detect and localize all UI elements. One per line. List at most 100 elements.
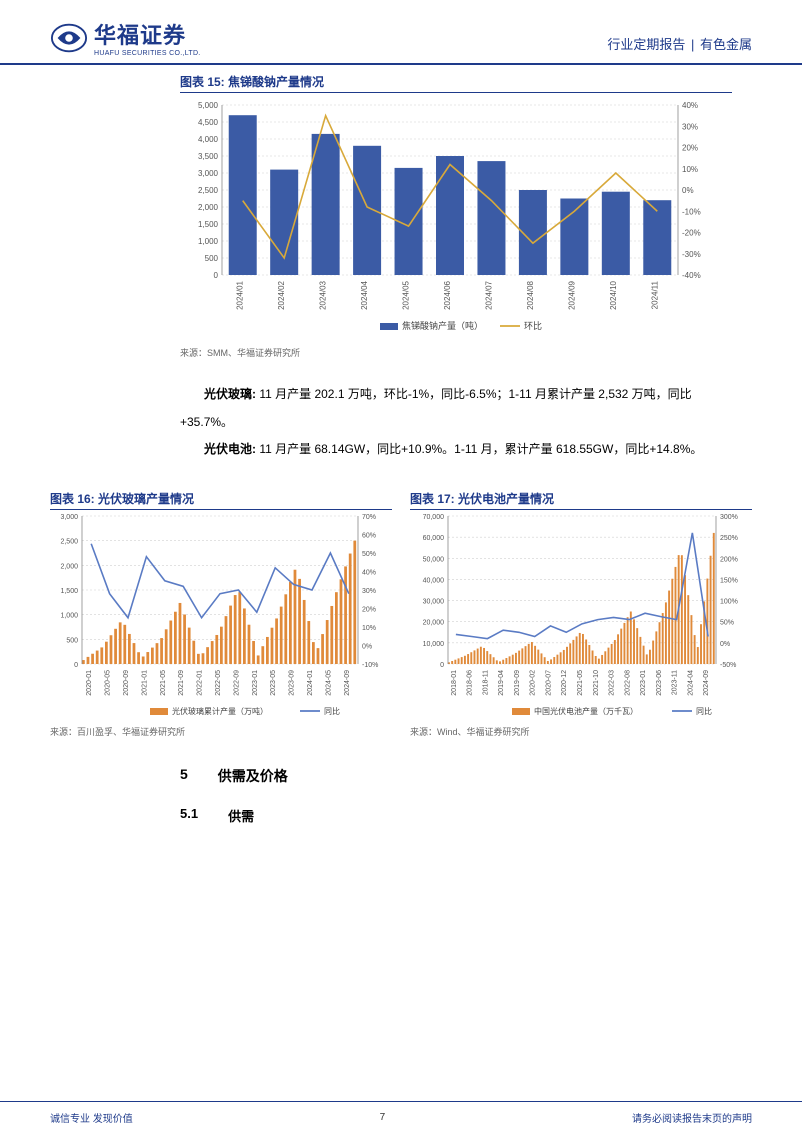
svg-text:中国光伏电池产量（万千瓦）: 中国光伏电池产量（万千瓦）: [534, 706, 638, 716]
paragraph-pv-glass: 光伏玻璃: 11 月产量 202.1 万吨，环比-1%，同比-6.5%；1-11…: [180, 381, 732, 436]
svg-text:2024/02: 2024/02: [277, 280, 286, 309]
svg-text:同比: 同比: [324, 706, 340, 716]
section-5-1-heading: 5.1 供需: [180, 806, 752, 825]
chart-15-svg: 05001,0001,5002,0002,5003,0003,5004,0004…: [180, 97, 720, 337]
svg-text:100%: 100%: [720, 598, 738, 605]
svg-text:40%: 40%: [682, 101, 698, 110]
brand-logo: 华福证券 HUAFU SECURITIES CO.,LTD.: [50, 18, 201, 57]
svg-text:2020-12: 2020-12: [561, 670, 568, 696]
svg-text:250%: 250%: [720, 535, 738, 542]
svg-text:2022-09: 2022-09: [233, 670, 240, 696]
svg-text:1,500: 1,500: [60, 588, 78, 595]
svg-text:2024/10: 2024/10: [609, 280, 618, 309]
svg-text:20%: 20%: [682, 144, 698, 153]
chart-17-svg: 010,00020,00030,00040,00050,00060,00070,…: [410, 510, 750, 720]
svg-text:2024-09: 2024-09: [344, 670, 351, 696]
svg-text:10%: 10%: [362, 625, 376, 632]
svg-text:10%: 10%: [682, 165, 698, 174]
figure-17-chart: 010,00020,00030,00040,00050,00060,00070,…: [410, 510, 752, 723]
section-5-heading: 5 供需及价格: [180, 766, 752, 786]
svg-text:2020-01: 2020-01: [86, 670, 93, 696]
svg-text:2023-06: 2023-06: [656, 670, 663, 696]
svg-text:0%: 0%: [682, 186, 694, 195]
svg-text:300%: 300%: [720, 514, 738, 521]
svg-text:2019-09: 2019-09: [514, 670, 521, 696]
two-charts-row: 图表 16: 光伏玻璃产量情况 05001,0001,5002,0002,500…: [50, 482, 752, 738]
svg-text:2024-01: 2024-01: [307, 670, 314, 696]
svg-text:20,000: 20,000: [423, 619, 445, 626]
page-number: 7: [380, 1112, 386, 1123]
svg-text:0: 0: [214, 271, 219, 280]
section-5-num: 5: [180, 766, 188, 786]
svg-text:2020-05: 2020-05: [105, 670, 112, 696]
svg-text:2018-11: 2018-11: [482, 670, 489, 695]
figure-16-chart: 05001,0001,5002,0002,5003,000-10%0%10%20…: [50, 510, 392, 723]
svg-text:2022-05: 2022-05: [215, 670, 222, 696]
svg-text:2024/09: 2024/09: [567, 280, 576, 309]
svg-text:2024/07: 2024/07: [484, 280, 493, 309]
svg-text:2021-05: 2021-05: [577, 670, 584, 696]
svg-text:60,000: 60,000: [423, 535, 445, 542]
svg-text:2023-01: 2023-01: [640, 670, 647, 696]
svg-text:2024/03: 2024/03: [319, 280, 328, 309]
svg-text:2,500: 2,500: [198, 186, 219, 195]
svg-text:20%: 20%: [362, 606, 376, 613]
svg-text:0: 0: [74, 662, 78, 669]
svg-text:2023-01: 2023-01: [252, 670, 259, 696]
logo-text-cn: 华福证券: [94, 18, 201, 50]
svg-text:1,000: 1,000: [198, 237, 219, 246]
svg-text:2024/11: 2024/11: [650, 280, 659, 309]
svg-text:2,000: 2,000: [60, 563, 78, 570]
swirl-icon: [50, 19, 88, 57]
figure-17-title: 图表 17: 光伏电池产量情况: [410, 486, 752, 510]
svg-text:0%: 0%: [362, 643, 372, 650]
figure-15-chart: 05001,0001,5002,0002,5003,0003,5004,0004…: [180, 93, 732, 344]
svg-text:2022-08: 2022-08: [624, 670, 631, 696]
para2-text: 11 月产量 68.14GW，同比+10.9%。1-11 月，累计产量 618.…: [256, 442, 702, 456]
svg-text:2018-01: 2018-01: [451, 670, 458, 696]
svg-text:30%: 30%: [682, 122, 698, 131]
logo-text-en: HUAFU SECURITIES CO.,LTD.: [94, 50, 201, 57]
svg-text:3,000: 3,000: [198, 169, 219, 178]
svg-text:10,000: 10,000: [423, 641, 445, 648]
svg-text:2022-01: 2022-01: [197, 670, 204, 696]
svg-text:70%: 70%: [362, 514, 376, 521]
svg-text:2021-05: 2021-05: [160, 670, 167, 696]
svg-text:3,000: 3,000: [60, 514, 78, 521]
svg-text:50%: 50%: [720, 619, 734, 626]
svg-text:4,500: 4,500: [198, 118, 219, 127]
svg-text:40%: 40%: [362, 569, 376, 576]
svg-text:2023-11: 2023-11: [672, 670, 679, 695]
svg-text:500: 500: [66, 637, 78, 644]
figure-16-title: 图表 16: 光伏玻璃产量情况: [50, 486, 392, 510]
svg-text:0: 0: [440, 662, 444, 669]
figure-15-title: 图表 15: 焦锑酸钠产量情况: [180, 69, 732, 93]
para1-lead: 光伏玻璃:: [204, 387, 256, 401]
para2-lead: 光伏电池:: [204, 442, 256, 456]
svg-text:2024/08: 2024/08: [526, 280, 535, 309]
svg-text:2024/01: 2024/01: [236, 280, 245, 309]
svg-text:2021-09: 2021-09: [178, 670, 185, 696]
svg-text:焦锑酸钠产量（吨）: 焦锑酸钠产量（吨）: [402, 320, 483, 331]
svg-text:60%: 60%: [362, 532, 376, 539]
svg-text:2024/05: 2024/05: [402, 280, 411, 309]
footer-right: 请务必阅读报告末页的声明: [632, 1110, 752, 1125]
svg-text:3,500: 3,500: [198, 152, 219, 161]
para1-text: 11 月产量 202.1 万吨，环比-1%，同比-6.5%；1-11 月累计产量…: [180, 387, 692, 429]
header-breadcrumb: 行业定期报告 | 有色金属: [607, 34, 752, 57]
svg-text:2020-09: 2020-09: [123, 670, 130, 696]
svg-text:-30%: -30%: [682, 250, 701, 259]
svg-text:2,500: 2,500: [60, 538, 78, 545]
doc-type: 行业定期报告: [607, 37, 685, 52]
svg-text:30%: 30%: [362, 588, 376, 595]
svg-text:50,000: 50,000: [423, 556, 445, 563]
paragraph-pv-cell: 光伏电池: 11 月产量 68.14GW，同比+10.9%。1-11 月，累计产…: [180, 436, 732, 464]
svg-text:2018-06: 2018-06: [467, 670, 474, 696]
chart-16-svg: 05001,0001,5002,0002,5003,000-10%0%10%20…: [50, 510, 390, 720]
section-5-1-title: 供需: [228, 806, 254, 825]
figure-15-source: 来源：SMM、华福证券研究所: [180, 344, 752, 359]
svg-text:0%: 0%: [720, 641, 730, 648]
svg-text:150%: 150%: [720, 577, 738, 584]
svg-text:2021-10: 2021-10: [593, 670, 600, 696]
svg-text:2,000: 2,000: [198, 203, 219, 212]
